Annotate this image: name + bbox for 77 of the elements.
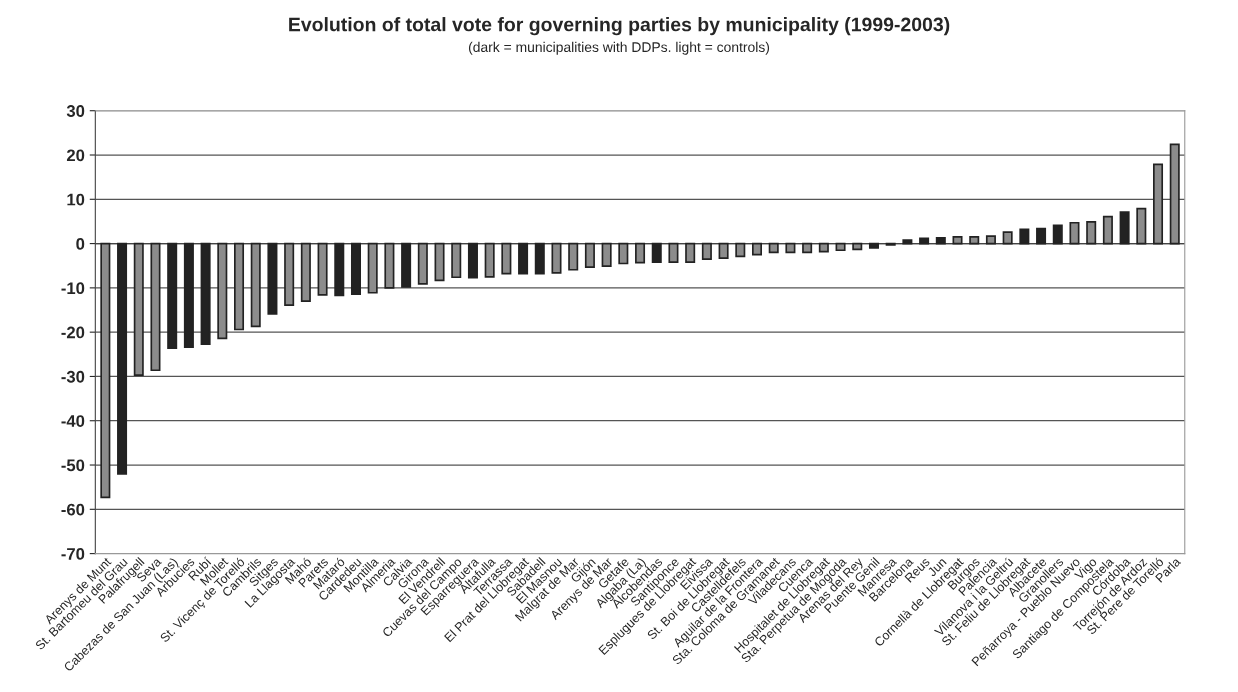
bar <box>467 242 478 279</box>
bar <box>685 242 696 264</box>
bar <box>350 242 362 295</box>
bar <box>1136 207 1147 245</box>
bar <box>384 242 395 289</box>
bar <box>818 242 829 253</box>
bar <box>250 242 261 328</box>
bar <box>317 242 328 296</box>
bar <box>217 242 228 340</box>
bar <box>284 242 295 306</box>
y-tick-label: -10 <box>61 282 85 295</box>
bar <box>1019 228 1030 245</box>
bar <box>534 242 545 275</box>
bar <box>200 242 211 345</box>
chart-subtitle: (dark = municipalities with DDPs. light = controls) <box>468 41 770 55</box>
bar <box>868 242 879 249</box>
bar <box>1169 143 1180 245</box>
bar <box>133 242 144 376</box>
bar <box>768 242 779 254</box>
bar <box>501 242 512 275</box>
bar <box>1069 221 1080 245</box>
bar <box>117 242 128 475</box>
bar <box>167 242 178 349</box>
bar <box>835 242 846 252</box>
bar <box>985 235 996 245</box>
bar <box>518 242 529 275</box>
y-tick-label: -30 <box>61 370 85 383</box>
bar <box>417 242 428 285</box>
bar <box>267 242 278 315</box>
bar <box>451 242 462 279</box>
bar <box>434 242 445 282</box>
bar <box>150 242 161 372</box>
chart-title: Evolution of total vote for governing parties by municipality (1999-2003) <box>289 17 950 36</box>
bar <box>701 242 712 260</box>
bar <box>668 242 679 264</box>
y-tick-label: -60 <box>61 503 85 516</box>
bar <box>651 242 662 264</box>
bar <box>1119 211 1130 245</box>
bar <box>234 242 245 331</box>
bar <box>100 242 111 499</box>
bar <box>584 242 595 268</box>
bar <box>935 236 946 245</box>
bar <box>484 242 495 278</box>
bar <box>852 242 863 251</box>
y-tick-label: 20 <box>66 149 85 162</box>
bar <box>751 242 763 256</box>
y-tick-label: 10 <box>67 193 85 206</box>
y-tick-label: -50 <box>61 459 85 472</box>
bar <box>334 242 345 297</box>
bar <box>1153 163 1164 245</box>
bar <box>1052 224 1063 245</box>
bar <box>952 236 963 245</box>
y-tick-label: -40 <box>61 415 85 427</box>
bar <box>1102 215 1113 245</box>
bar <box>919 237 930 245</box>
bar <box>401 242 412 288</box>
y-tick-label: 30 <box>66 105 85 117</box>
bar <box>635 242 646 264</box>
y-tick-label: 0 <box>76 237 85 250</box>
bar <box>1002 231 1013 245</box>
bar <box>1086 221 1097 245</box>
bar <box>601 242 612 268</box>
bar <box>902 239 913 245</box>
y-tick-label: -70 <box>61 548 85 560</box>
bar <box>300 242 311 302</box>
bar <box>802 242 813 254</box>
y-tick-label: -20 <box>61 326 85 339</box>
bar <box>568 242 579 271</box>
bar <box>735 242 746 258</box>
bar <box>618 242 629 265</box>
bar <box>1036 227 1047 245</box>
bar <box>718 242 729 260</box>
bar <box>785 242 796 254</box>
bar <box>551 242 562 274</box>
bar <box>367 242 378 294</box>
bar <box>183 242 194 349</box>
bar <box>969 236 980 245</box>
